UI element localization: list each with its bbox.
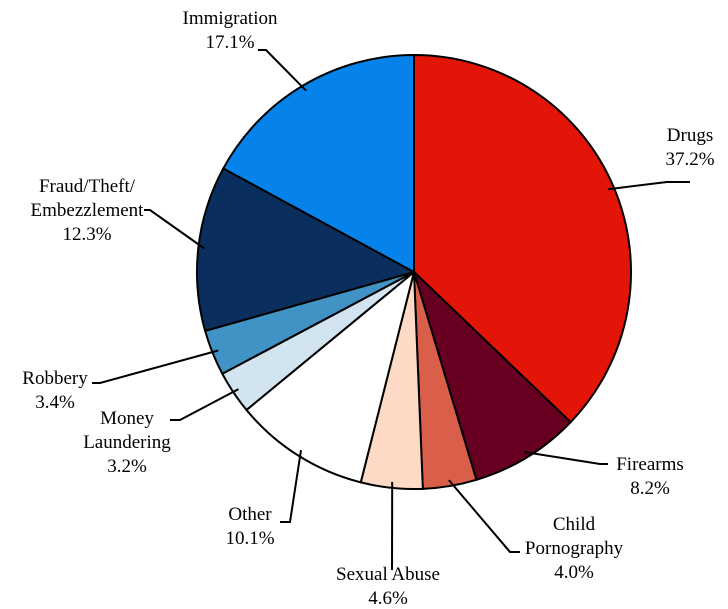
slice-percent: 10.1%	[225, 528, 274, 549]
leader-line-drugs	[607, 181, 690, 191]
pie-slices	[195, 54, 632, 490]
pie-slice-immigration	[222, 54, 415, 273]
slice-name: Child	[553, 514, 596, 535]
slice-label-other: Other 10.1%	[225, 504, 274, 549]
slice-label-firearms: Firearms 8.2%	[616, 454, 684, 499]
slice-name: Robbery	[22, 368, 88, 389]
slice-label-fraud-theft-embezzlement: Fraud/Theft/Embezzlement 12.3%	[31, 176, 145, 245]
slice-percent: 3.2%	[107, 456, 147, 477]
pie-slice-firearms	[413, 271, 572, 481]
slice-percent: 8.2%	[630, 478, 670, 499]
leader-line-firearms	[523, 451, 608, 465]
slice-name: Firearms	[616, 454, 684, 475]
slice-percent: 37.2%	[665, 149, 714, 170]
slice-label-robbery: Robbery 3.4%	[22, 368, 88, 413]
slice-name: Other	[228, 504, 272, 525]
leader-line-child-pornography	[448, 479, 520, 553]
slice-name: Drugs	[667, 125, 713, 146]
slice-labels: Drugs 37.2% Firearms 8.2% Child Pornography 4.…	[22, 8, 714, 609]
leader-line-fraud-theft-embezzlement	[144, 209, 205, 250]
leader-lines	[92, 49, 690, 571]
pie-slice-other	[245, 271, 415, 484]
slice-percent: 17.1%	[205, 32, 254, 53]
slice-label-child-pornography: Child Pornography 4.0%	[525, 514, 624, 583]
slice-label-sexual-abuse: Sexual Abuse 4.6%	[336, 564, 440, 609]
slice-name: Laundering	[83, 432, 171, 453]
slice-name: Sexual Abuse	[336, 564, 440, 585]
pie-slice-fraud-theft-embezzlement	[195, 167, 415, 332]
leader-line-other	[280, 450, 302, 523]
slice-percent: 4.0%	[554, 562, 594, 583]
slice-name: Embezzlement	[31, 200, 145, 221]
slice-label-drugs: Drugs 37.2%	[665, 125, 714, 170]
leader-line-immigration	[258, 49, 307, 92]
leader-line-robbery	[92, 349, 219, 384]
slice-percent: 3.4%	[35, 392, 75, 413]
slice-name: Pornography	[525, 538, 624, 559]
slice-percent: 12.3%	[62, 224, 111, 245]
slice-label-money-laundering: Money Laundering 3.2%	[83, 408, 171, 477]
pie-slice-drugs	[413, 54, 632, 424]
slice-percent: 4.6%	[368, 588, 408, 609]
leader-line-money-laundering	[170, 388, 239, 421]
slice-label-immigration: Immigration 17.1%	[183, 8, 278, 53]
slice-name: Immigration	[183, 8, 278, 29]
slice-name: Fraud/Theft/	[39, 176, 136, 197]
slice-name: Money	[100, 408, 154, 429]
